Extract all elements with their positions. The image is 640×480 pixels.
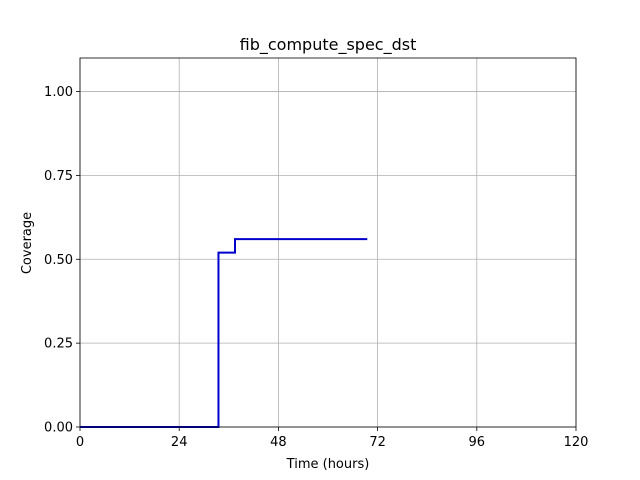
x-tick-label: 48 xyxy=(270,435,287,450)
y-axis-ticks: 0.00 0.25 0.50 0.75 1.00 xyxy=(44,85,80,436)
x-axis-ticks: 0 24 48 72 96 120 xyxy=(76,427,589,450)
chart-title: fib_compute_spec_dst xyxy=(240,35,417,55)
x-tick-label: 120 xyxy=(564,435,589,450)
y-tick-label: 0.50 xyxy=(44,253,73,268)
y-tick-label: 1.00 xyxy=(44,85,73,100)
plot-frame xyxy=(79,57,577,428)
x-tick-label: 0 xyxy=(76,435,84,450)
y-tick-label: 0.00 xyxy=(44,421,73,436)
x-tick-label: 24 xyxy=(171,435,188,450)
x-tick-label: 96 xyxy=(469,435,486,450)
y-tick-label: 0.25 xyxy=(44,337,73,352)
x-axis-label: Time (hours) xyxy=(286,457,370,472)
grid-lines xyxy=(79,58,577,428)
y-tick-label: 0.75 xyxy=(44,169,73,184)
x-tick-label: 72 xyxy=(369,435,386,450)
y-axis-label: Coverage xyxy=(20,212,35,274)
